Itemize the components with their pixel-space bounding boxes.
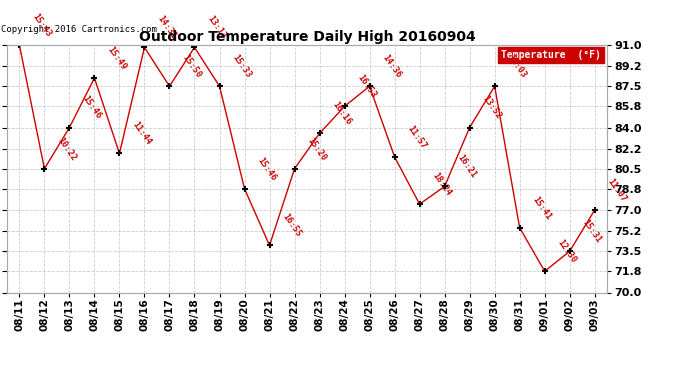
Text: Copyright 2016 Cartronics.com: Copyright 2016 Cartronics.com bbox=[1, 25, 157, 34]
Text: 13:52: 13:52 bbox=[481, 94, 503, 121]
Text: 15:49: 15:49 bbox=[106, 45, 128, 72]
Text: 11:44: 11:44 bbox=[130, 120, 153, 147]
Text: 16:21: 16:21 bbox=[456, 153, 478, 180]
Text: 15:50: 15:50 bbox=[181, 53, 203, 80]
Text: 13:17: 13:17 bbox=[206, 14, 228, 41]
Text: 11:57: 11:57 bbox=[406, 124, 428, 150]
Text: 18:24: 18:24 bbox=[431, 171, 453, 198]
Text: 15:20: 15:20 bbox=[306, 136, 328, 162]
Text: 12:30: 12:30 bbox=[556, 238, 578, 265]
Text: 14:36: 14:36 bbox=[381, 53, 403, 80]
Text: 14:31: 14:31 bbox=[156, 14, 178, 41]
Text: 12:03: 12:03 bbox=[506, 53, 529, 80]
Text: 16:53: 16:53 bbox=[356, 73, 378, 100]
Text: 15:31: 15:31 bbox=[581, 218, 603, 245]
Text: 15:43: 15:43 bbox=[30, 12, 53, 39]
Text: 16:16: 16:16 bbox=[331, 100, 353, 127]
Text: 15:33: 15:33 bbox=[230, 53, 253, 80]
Text: 15:41: 15:41 bbox=[531, 195, 553, 221]
Title: Outdoor Temperature Daily High 20160904: Outdoor Temperature Daily High 20160904 bbox=[139, 30, 475, 44]
Text: 16:55: 16:55 bbox=[281, 212, 303, 239]
Text: 10:22: 10:22 bbox=[56, 136, 78, 162]
Text: 15:46: 15:46 bbox=[256, 156, 278, 182]
Text: 15:46: 15:46 bbox=[81, 94, 103, 121]
Text: 11:07: 11:07 bbox=[606, 177, 629, 204]
Text: Temperature  (°F): Temperature (°F) bbox=[502, 50, 601, 60]
